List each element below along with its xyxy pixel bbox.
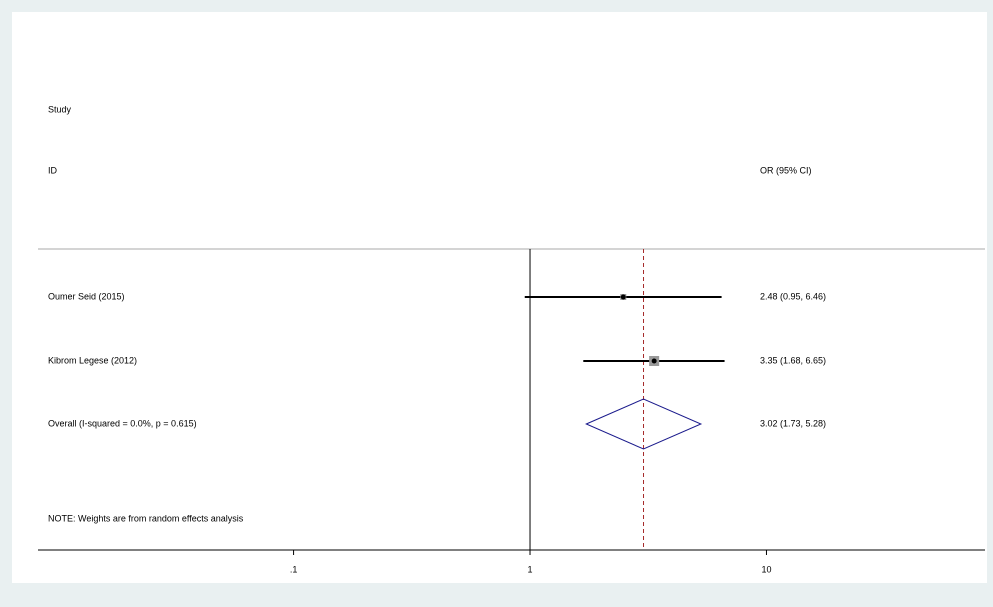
x-tick-label: .1 [290, 564, 298, 574]
point-estimate [651, 358, 657, 364]
overall-value-label: 3.02 (1.73, 5.28) [760, 418, 826, 428]
overall-label: Overall (I-squared = 0.0%, p = 0.615) [48, 418, 197, 428]
header: ID [48, 165, 58, 175]
point-estimate [620, 294, 626, 300]
header: Study [48, 104, 72, 114]
study-label: Kibrom Legese (2012) [48, 355, 137, 365]
effect-header: OR (95% CI) [760, 165, 812, 175]
overall-diamond [585, 398, 703, 450]
x-tick-label: 10 [761, 564, 771, 574]
x-tick-label: 1 [528, 564, 533, 574]
plot-background [12, 12, 987, 583]
value-label: 3.35 (1.68, 6.65) [760, 355, 826, 365]
study-label: Oumer Seid (2015) [48, 291, 125, 301]
value-label: 2.48 (0.95, 6.46) [760, 291, 826, 301]
note: NOTE: Weights are from random effects an… [48, 513, 244, 523]
